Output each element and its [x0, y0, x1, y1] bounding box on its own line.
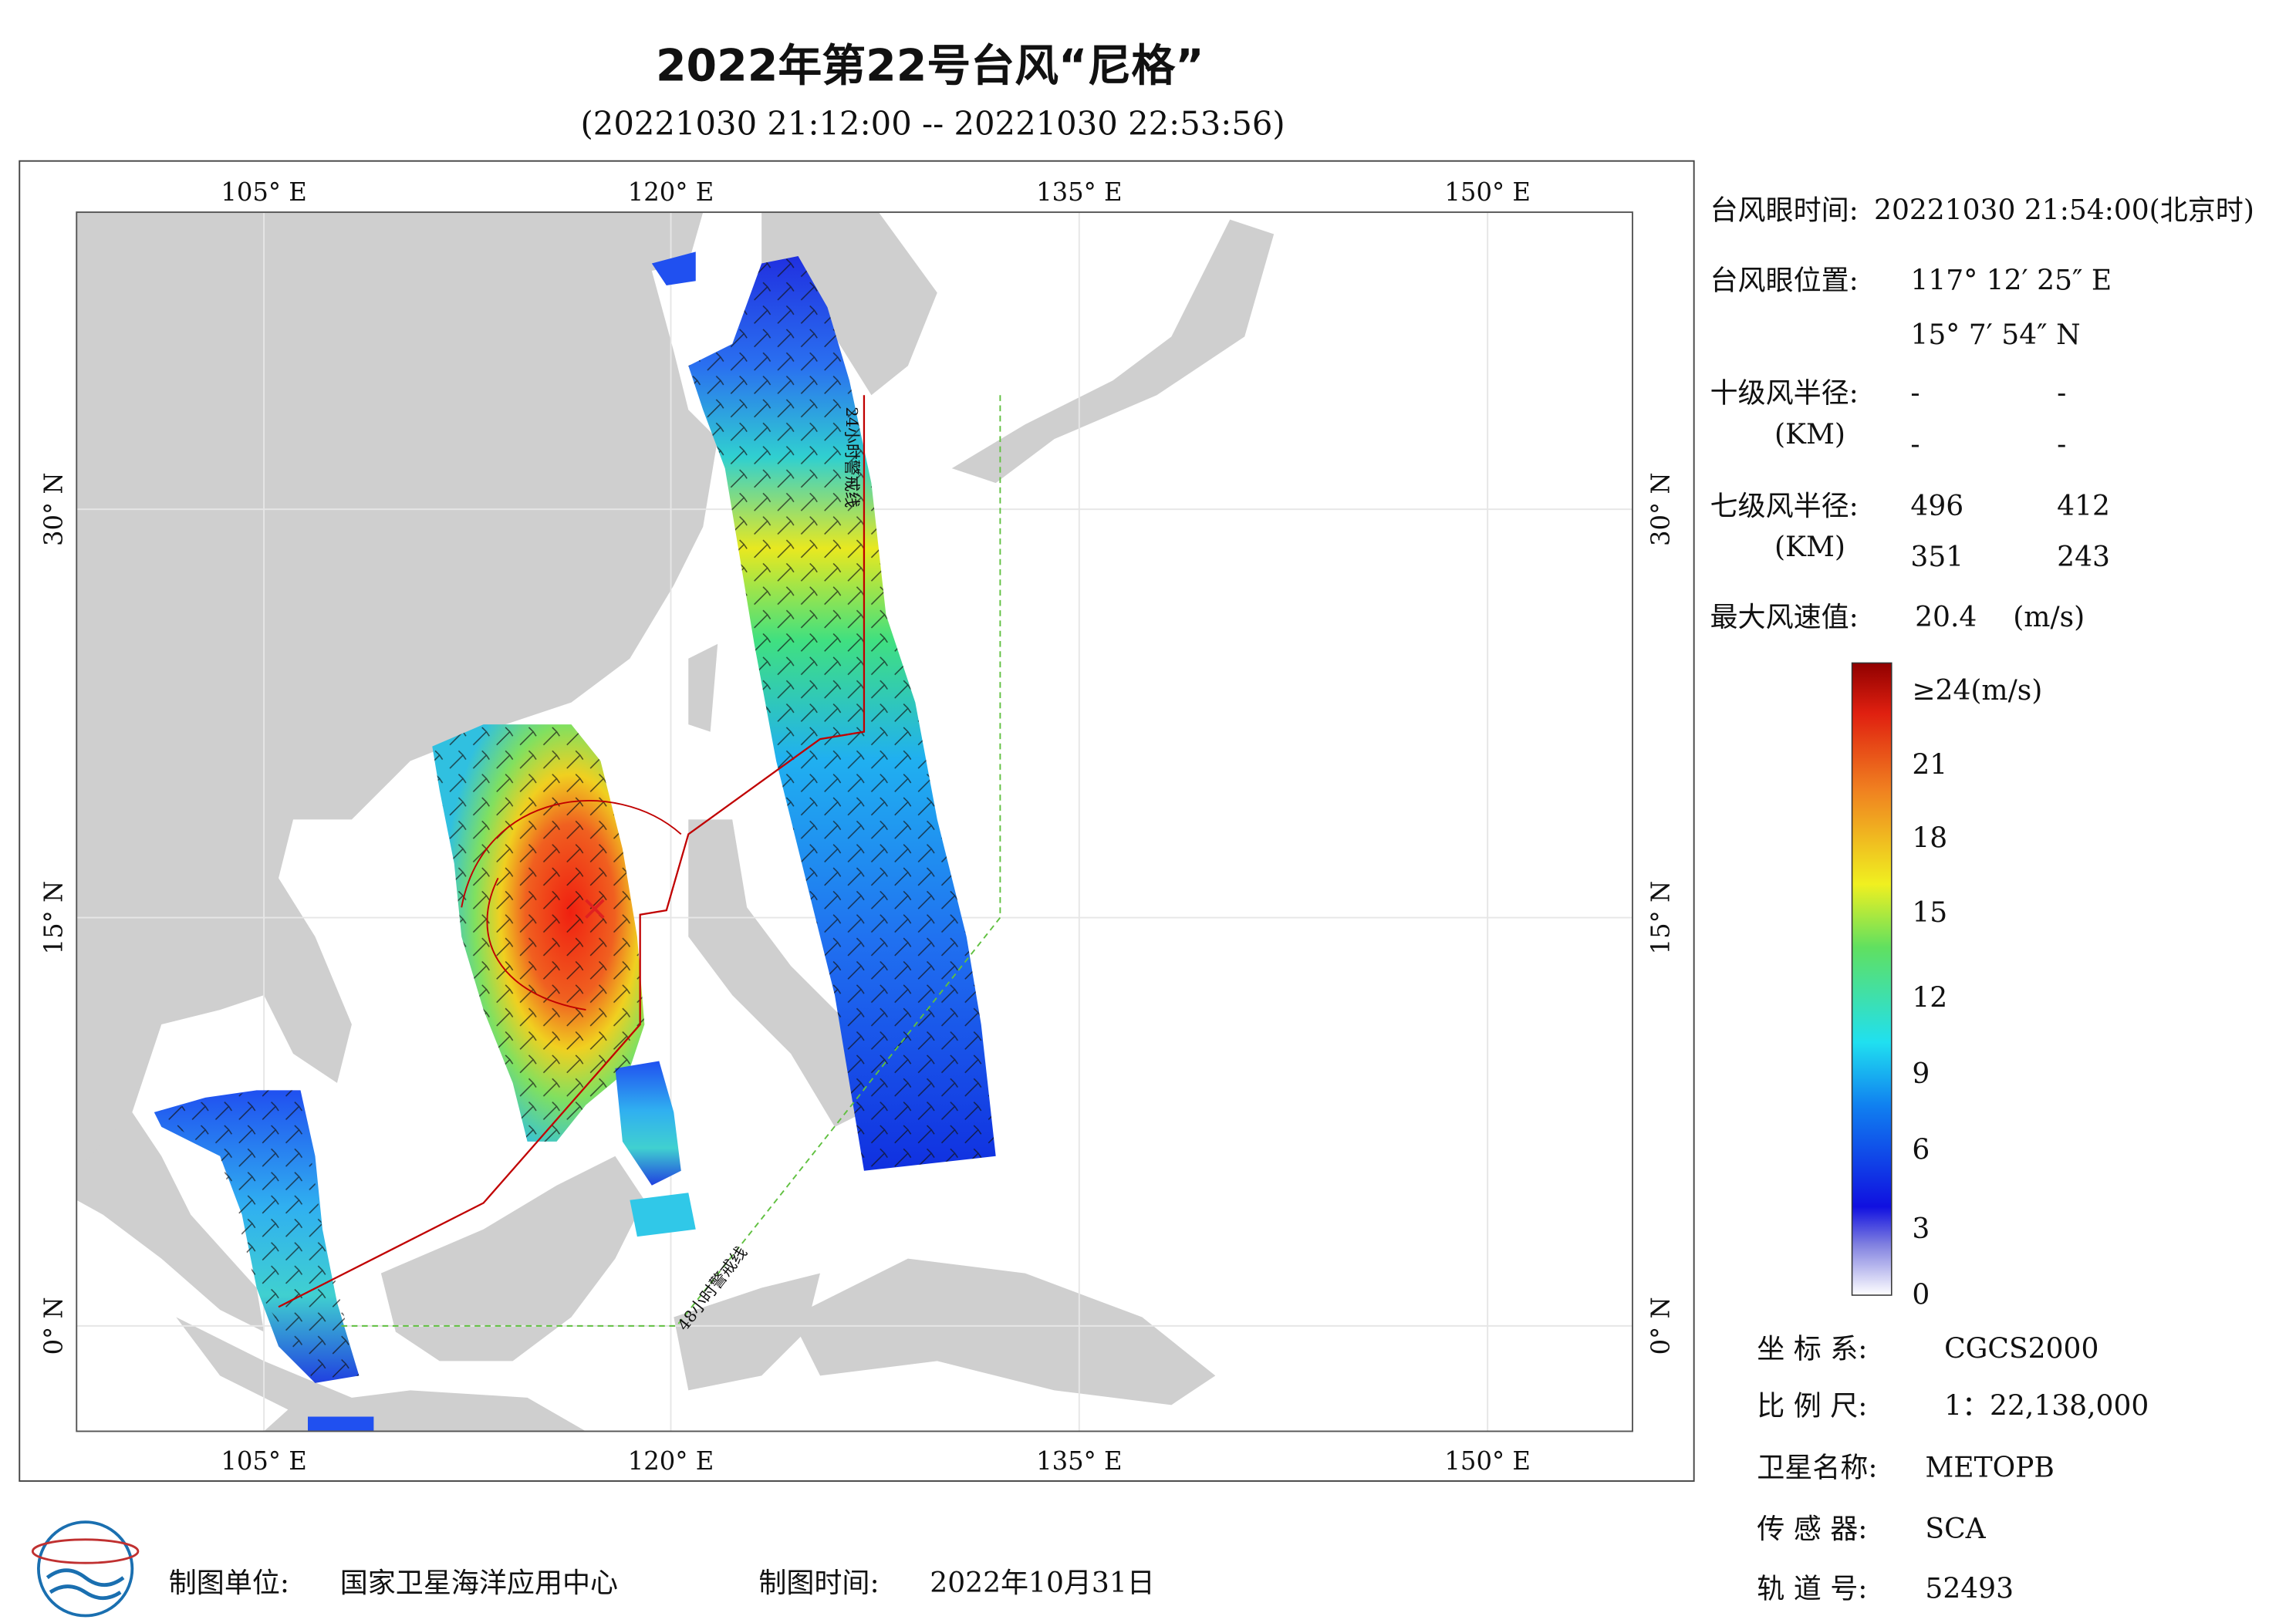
eye-lon: 117° 12′ 25″ E: [1910, 265, 2112, 297]
colorbar-label: 12: [1912, 982, 1947, 1014]
meta: 坐 标 系: CGCS2000 比 例 尺: 1：22,138,000 卫星名称…: [1757, 1334, 2149, 1605]
max-wind-unit: (m/s): [2013, 602, 2085, 633]
lat-label: 0° N: [1646, 1297, 1675, 1355]
colorbar-label: 0: [1912, 1279, 1930, 1311]
r7-label: 七级风半径:: [1710, 491, 1859, 522]
lat-label: 0° N: [39, 1297, 68, 1355]
map-border: [76, 211, 1633, 1432]
eye-time: 20221030 21:54:00(北京时): [1874, 195, 2254, 227]
max-wind-label: 最大风速值:: [1710, 602, 1859, 633]
wind-swaths: [154, 251, 996, 1432]
eye-lat: 15° 7′ 54″ N: [1910, 319, 2080, 351]
r7-value: 412: [2057, 491, 2110, 522]
r10-value: -: [2057, 429, 2066, 461]
r10-label: 十级风半径:: [1710, 378, 1859, 410]
maker: 国家卫星海洋应用中心: [340, 1567, 618, 1599]
sensor-label: 传 感 器:: [1757, 1513, 1867, 1545]
lon-label: 105° E: [221, 1446, 306, 1476]
warning-lines: [278, 395, 1001, 1327]
logo: [31, 1520, 140, 1618]
lat-label: 15° N: [1646, 881, 1675, 955]
coord: CGCS2000: [1944, 1334, 2098, 1365]
colorbar-label: 3: [1912, 1213, 1930, 1245]
unit-label: (KM): [1774, 531, 1845, 563]
r7-value: 351: [1910, 542, 1963, 573]
lat-label: 30° N: [39, 472, 68, 546]
coord-label: 坐 标 系:: [1757, 1334, 1867, 1365]
colorbar-label: 15: [1912, 897, 1947, 929]
lon-label: 120° E: [628, 1446, 714, 1476]
map-frame: [19, 160, 1695, 1482]
info-panel: 台风眼时间: 20221030 21:54:00(北京时) 台风眼位置: 117…: [1710, 195, 2254, 633]
colorbar-labels: ≥24(m/s) 21 18 15 12 9 6 3 0: [1912, 675, 2042, 1311]
r10-value: -: [1910, 429, 1920, 461]
orbit: 52493: [1925, 1574, 2014, 1605]
eye-pos-label: 台风眼位置:: [1710, 265, 1859, 297]
map: 24小时警戒线 48小时警戒线: [76, 212, 1633, 1432]
r7-value: 496: [1910, 491, 1963, 522]
lon-label: 135° E: [1036, 177, 1122, 207]
date-label: 制图时间:: [758, 1567, 879, 1599]
subtitle: (20221030 21:12:00 -- 20221030 22:53:56): [581, 105, 1285, 143]
sat: METOPB: [1925, 1452, 2055, 1483]
colorbar-label: ≥24(m/s): [1912, 675, 2042, 707]
lon-label: 150° E: [1444, 1446, 1530, 1476]
scale: 1：22,138,000: [1944, 1391, 2149, 1422]
axis-labels: 105° E 120° E 135° E 150° E 105° E 120° …: [39, 177, 1675, 1476]
unit-label: (KM): [1774, 419, 1845, 450]
lat-label: 30° N: [1646, 472, 1675, 546]
orbit-label: 轨 道 号:: [1757, 1574, 1867, 1605]
colorbar: [1851, 662, 1893, 1296]
colorbar-label: 21: [1912, 750, 1947, 781]
colorbar-label: 18: [1912, 822, 1947, 854]
lon-label: 120° E: [628, 177, 714, 207]
land: [76, 212, 1275, 1432]
r10-value: -: [1910, 378, 1920, 410]
sat-label: 卫星名称:: [1757, 1452, 1877, 1483]
colorbar-label: 6: [1912, 1135, 1930, 1166]
lon-label: 150° E: [1444, 177, 1530, 207]
lat-label: 15° N: [39, 881, 68, 955]
eye-time-label: 台风眼时间:: [1710, 195, 1859, 227]
warning-24h-label: 24小时警戒线: [842, 407, 861, 508]
lon-label: 105° E: [221, 177, 306, 207]
scale-label: 比 例 尺:: [1757, 1391, 1867, 1422]
title: 2022年第22号台风“尼格”: [656, 40, 1204, 91]
sensor: SCA: [1925, 1513, 1986, 1545]
max-wind: 20.4: [1915, 602, 1977, 633]
lon-label: 135° E: [1036, 1446, 1122, 1476]
colorbar-label: 9: [1912, 1058, 1930, 1090]
maker-label: 制图单位:: [169, 1567, 289, 1599]
r10-value: -: [2057, 378, 2066, 410]
date: 2022年10月31日: [930, 1567, 1155, 1599]
footer: 制图单位: 国家卫星海洋应用中心 制图时间: 2022年10月31日: [169, 1567, 1155, 1599]
r7-value: 243: [2057, 542, 2110, 573]
